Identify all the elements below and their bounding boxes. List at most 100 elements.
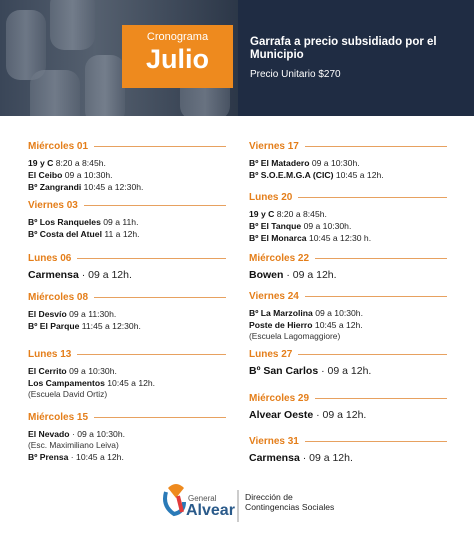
day-heading: Lunes 27: [249, 348, 447, 361]
entry: Alvear Oeste · 09 a 12h.: [249, 409, 447, 421]
logo-big: Alvear: [186, 502, 235, 519]
day-block: Viernes 03 Bº Los Ranqueles 09 a 11h. Bº C…: [28, 199, 226, 240]
time: · 09 a 12h.: [321, 365, 372, 377]
place: 19 y C: [28, 158, 54, 168]
place: Bowen: [249, 269, 284, 281]
place: Los Campamentos: [28, 378, 105, 388]
place: El Nevado: [28, 429, 70, 439]
note: (Esc. Maximiliano Leiva): [28, 440, 119, 450]
footer-logo: General Alvear: [163, 484, 239, 522]
entry: El Nevado · 09 a 10:30h.: [28, 428, 226, 440]
day-block: Miércoles 29 Alvear Oeste · 09 a 12h.: [249, 392, 447, 421]
place: El Ceibo: [28, 170, 63, 180]
place: El Cerrito: [28, 366, 67, 376]
time: · 09 a 12h.: [316, 409, 367, 421]
entry: Carmensa · 09 a 12h.: [28, 269, 226, 281]
time: 10:45 a 12:30h.: [83, 182, 144, 192]
day-heading: Viernes 31: [249, 435, 447, 448]
place: Bº Los Ranqueles: [28, 217, 101, 227]
time: 10:45 a 12:30 h.: [308, 233, 372, 243]
day-block: Viernes 24 Bº La Marzolina 09 a 10:30h. Po…: [249, 290, 447, 342]
time: 09 a 10:30h.: [69, 366, 117, 376]
place: Bº Prensa: [28, 452, 69, 462]
entry: El Ceibo 09 a 10:30h.: [28, 169, 226, 181]
entry: Bº Prensa · 10:45 a 12h.: [28, 451, 226, 463]
entry: Bowen · 09 a 12h.: [249, 269, 447, 281]
day-block: Lunes 27 Bº San Carlos · 09 a 12h.: [249, 348, 447, 377]
entry: Carmensa · 09 a 12h.: [249, 452, 447, 464]
note: (Escuela Lagomaggiore): [249, 331, 341, 341]
footer: General Alvear Dirección de Contingencia…: [0, 478, 474, 528]
entry: Bº El Monarca 10:45 a 12:30 h.: [249, 232, 447, 244]
place: Carmensa: [28, 269, 79, 281]
time: 10:45 a 12h.: [335, 170, 384, 180]
day-heading: Miércoles 01: [28, 140, 226, 153]
place: Bº San Carlos: [249, 365, 319, 377]
org-name: Dirección de Contingencias Sociales: [245, 492, 335, 512]
place: Bº El Matadero: [249, 158, 310, 168]
time: · 09 a 10:30h.: [71, 429, 125, 439]
day-heading: Lunes 20: [249, 191, 447, 204]
note: (Escuela David Ortiz): [28, 389, 108, 399]
day-block: Lunes 13 El Cerrito 09 a 10:30h. Los Campa…: [28, 348, 226, 400]
day-block: Lunes 20 19 y C 8:20 a 8:45h. Bº El Tanque…: [249, 191, 447, 244]
day-heading: Miércoles 22: [249, 252, 447, 265]
day-block: Miércoles 01 19 y C 8:20 a 8:45h. El Ceibo…: [28, 140, 226, 193]
day-heading: Lunes 06: [28, 252, 226, 265]
time: 11 a 12h.: [104, 229, 140, 239]
day-block: Miércoles 15 El Nevado · 09 a 10:30h. (Esc…: [28, 411, 226, 463]
place: Alvear Oeste: [249, 409, 314, 421]
time: · 09 a 12h.: [81, 269, 132, 281]
entry: Poste de Hierro 10:45 a 12h.: [249, 319, 447, 331]
entry: Bº S.O.E.M.G.A (CIC) 10:45 a 12h.: [249, 169, 447, 181]
day-block: Lunes 06 Carmensa · 09 a 12h.: [28, 252, 226, 281]
place: Poste de Hierro: [249, 320, 313, 330]
entry: 19 y C 8:20 a 8:45h.: [249, 208, 447, 220]
entry: Bº Zangrandi 10:45 a 12:30h.: [28, 181, 226, 193]
day-heading: Miércoles 08: [28, 291, 226, 304]
time: · 10:45 a 12h.: [70, 452, 124, 462]
badge-small: Cronograma: [146, 31, 209, 43]
place: Bº La Marzolina: [249, 308, 313, 318]
time: 09 a 10:30h.: [64, 170, 113, 180]
header-title: Garrafa a precio subsidiado por el Munic…: [250, 36, 437, 61]
entry: Bº San Carlos · 09 a 12h.: [249, 365, 447, 377]
time: 8:20 a 8:45h.: [276, 209, 327, 219]
entry: Bº La Marzolina 09 a 10:30h.: [249, 307, 447, 319]
place: Bº El Tanque: [249, 221, 302, 231]
logo-small: General: [188, 494, 217, 503]
badge: Cronograma Julio: [122, 25, 233, 88]
entry: Bº El Parque 11:45 a 12:30h.: [28, 320, 226, 332]
place: Bº El Monarca: [249, 233, 307, 243]
entry: Bº Costa del Atuel 11 a 12h.: [28, 228, 226, 240]
time: 09 a 10:30h.: [315, 308, 363, 318]
entry: Los Campamentos 10:45 a 12h.: [28, 377, 226, 389]
day-heading: Miércoles 29: [249, 392, 447, 405]
entry: El Cerrito 09 a 10:30h.: [28, 365, 226, 377]
day-block: Miércoles 08 El Desvío 09 a 11:30h. Bº El …: [28, 291, 226, 332]
day-block: Miércoles 22 Bowen · 09 a 12h.: [249, 252, 447, 281]
day-heading: Viernes 17: [249, 140, 447, 153]
time: 09 a 11:30h.: [69, 309, 117, 319]
place: Bº Costa del Atuel: [28, 229, 102, 239]
place: Bº El Parque: [28, 321, 80, 331]
place: 19 y C: [249, 209, 275, 219]
header-price: Precio Unitario $270: [250, 69, 341, 80]
time: · 09 a 12h.: [286, 269, 337, 281]
day-heading: Viernes 03: [28, 199, 226, 212]
place: Bº S.O.E.M.G.A (CIC): [249, 170, 334, 180]
time: 8:20 a 8:45h.: [55, 158, 106, 168]
time: 10:45 a 12h.: [314, 320, 363, 330]
header: Cronograma Julio Garrafa a precio subsid…: [0, 0, 474, 116]
entry: 19 y C 8:20 a 8:45h.: [28, 157, 226, 169]
day-block: Viernes 17 Bº El Matadero 09 a 10:30h. Bº …: [249, 140, 447, 181]
entry: Bº Los Ranqueles 09 a 11h.: [28, 216, 226, 228]
time: 09 a 10:30h.: [303, 221, 352, 231]
day-heading: Miércoles 15: [28, 411, 226, 424]
day-block: Viernes 31 Carmensa · 09 a 12h.: [249, 435, 447, 464]
time: 10:45 a 12h.: [107, 378, 156, 388]
day-heading: Lunes 13: [28, 348, 226, 361]
entry: El Desvío 09 a 11:30h.: [28, 308, 226, 320]
place: Carmensa: [249, 452, 300, 464]
